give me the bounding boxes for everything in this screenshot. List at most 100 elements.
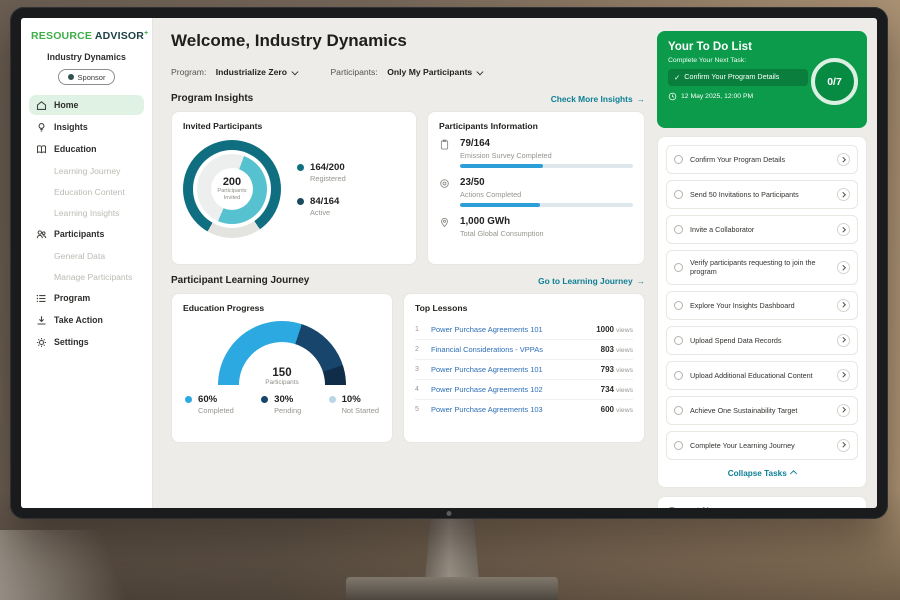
legend-label: Registered <box>310 173 346 183</box>
progress-bar-fill <box>460 203 540 207</box>
task-row-send-invitations[interactable]: Send 50 Invitations to Participants <box>666 180 858 209</box>
lesson-link[interactable]: Power Purchase Agreements 102 <box>431 385 543 394</box>
todo-subtitle: Complete Your Next Task: <box>668 57 747 64</box>
lesson-rank: 2 <box>415 346 419 353</box>
todo-title: Your To Do List <box>668 41 752 53</box>
sidebar-item-label: Manage Participants <box>54 271 133 282</box>
task-checkbox[interactable] <box>674 405 683 415</box>
chevron-up-icon <box>790 470 797 478</box>
task-open-button[interactable] <box>837 368 850 382</box>
recent-news-card: Recent News <box>657 495 867 508</box>
task-checkbox[interactable] <box>674 335 683 345</box>
task-row-confirm-program[interactable]: Confirm Your Program Details <box>666 145 858 174</box>
lesson-rank: 4 <box>415 386 419 393</box>
brand-secondary: ADVISOR <box>94 30 145 42</box>
participants-dropdown[interactable]: Only My Participants <box>387 67 484 77</box>
lesson-row: 4 Power Purchase Agreements 102 734 views <box>415 379 633 399</box>
sidebar-item-manage-participants[interactable]: Manage Participants <box>29 267 144 286</box>
sidebar-item-education-content[interactable]: Education Content <box>29 182 144 201</box>
program-filter: Program: Industrialize Zero <box>171 62 299 80</box>
lesson-row: 2 Financial Considerations - VPPAs 803 vi… <box>415 339 633 359</box>
background-corner-light <box>0 530 170 600</box>
sidebar-item-take-action[interactable]: Take Action <box>29 310 144 330</box>
task-open-button[interactable] <box>837 223 850 236</box>
sidebar-item-program[interactable]: Program <box>29 288 144 308</box>
chevron-right-icon <box>840 192 846 197</box>
clipboard-icon <box>439 138 451 168</box>
lightbulb-icon <box>36 122 47 133</box>
task-checkbox[interactable] <box>674 155 683 164</box>
task-row-verify-participants[interactable]: Verify participants requesting to join t… <box>666 250 858 285</box>
chevron-right-icon <box>840 157 846 162</box>
lesson-link[interactable]: Power Purchase Agreements 101 <box>431 325 543 334</box>
task-row-complete-learning-journey[interactable]: Complete Your Learning Journey <box>666 430 858 460</box>
task-checkbox[interactable] <box>674 225 683 234</box>
chevron-down-icon <box>291 68 299 75</box>
lesson-views: 793 views <box>600 365 633 374</box>
role-badge-wrap: Sponsor <box>29 67 144 85</box>
lesson-views: 734 views <box>600 385 633 394</box>
task-open-button[interactable] <box>837 153 850 166</box>
monitor-logo-dot <box>446 511 452 516</box>
stat-value: 23/50 <box>460 177 485 188</box>
task-open-button[interactable] <box>837 333 850 347</box>
task-checkbox[interactable] <box>674 300 683 310</box>
lesson-link[interactable]: Power Purchase Agreements 103 <box>431 405 543 414</box>
sponsor-icon <box>67 74 74 80</box>
chevron-right-icon <box>840 442 846 448</box>
invited-participants-card: Invited Participants 200 Participants In… <box>171 111 417 265</box>
sidebar-item-education[interactable]: Education <box>29 139 144 159</box>
sidebar-item-participants[interactable]: Participants <box>29 224 144 244</box>
arrow-right-icon: → <box>636 93 645 104</box>
task-open-button[interactable] <box>837 403 850 417</box>
education-progress-card: Education Progress 150 Participants <box>171 293 393 443</box>
sidebar-item-home[interactable]: Home <box>29 95 144 115</box>
check-more-insights-link[interactable]: Check More Insights → <box>551 94 645 104</box>
sidebar: RESOURCE ADVISOR+ Industry Dynamics Spon… <box>21 18 153 508</box>
recent-news-title: Recent News <box>669 506 855 508</box>
task-open-button[interactable] <box>837 298 850 312</box>
task-open-button[interactable] <box>837 260 850 274</box>
task-row-upload-educational-content[interactable]: Upload Additional Educational Content <box>666 360 858 390</box>
sponsor-badge[interactable]: Sponsor <box>57 69 116 85</box>
task-open-button[interactable] <box>837 188 850 201</box>
task-row-upload-spend-data[interactable]: Upload Spend Data Records <box>666 325 858 355</box>
monitor-stand <box>425 518 479 580</box>
section-title-program-insights: Program Insights <box>171 93 254 104</box>
education-progress-gauge-chart: 150 Participants <box>218 321 346 385</box>
card-title: Invited Participants <box>183 121 263 131</box>
go-to-learning-journey-link[interactable]: Go to Learning Journey → <box>538 276 645 286</box>
collapse-tasks-button[interactable]: Collapse Tasks <box>666 466 858 485</box>
download-action-icon <box>36 315 47 326</box>
sidebar-item-settings[interactable]: Settings <box>29 332 144 352</box>
task-row-invite-collaborator[interactable]: Invite a Collaborator <box>666 215 858 244</box>
card-title: Participants Information <box>439 121 538 131</box>
participants-filter: Participants: Only My Participants <box>330 62 484 80</box>
progress-bar <box>460 164 633 168</box>
sidebar-item-label: Learning Journey <box>54 165 121 176</box>
lesson-rank: 3 <box>415 366 419 373</box>
task-open-button[interactable] <box>837 438 850 452</box>
next-task-pill[interactable]: ✓ Confirm Your Program Details <box>668 69 808 86</box>
chevron-right-icon <box>840 264 846 270</box>
task-row-achieve-sustainability-target[interactable]: Achieve One Sustainability Target <box>666 395 858 425</box>
task-checkbox[interactable] <box>674 190 683 199</box>
task-checkbox[interactable] <box>674 440 683 450</box>
program-dropdown[interactable]: Industrialize Zero <box>216 67 299 77</box>
task-checkbox[interactable] <box>674 370 683 380</box>
stat-global-consumption: 1,000 GWh Total Global Consumption <box>439 216 633 242</box>
sidebar-item-general-data[interactable]: General Data <box>29 246 144 265</box>
link-label: Go to Learning Journey <box>538 275 633 286</box>
task-checkbox[interactable] <box>674 262 683 272</box>
stat-value: 79/164 <box>460 138 490 149</box>
donut-center-label: Participants Invited <box>217 188 247 201</box>
gauge-center-label: Participants <box>265 379 299 385</box>
lesson-link[interactable]: Financial Considerations - VPPAs <box>431 345 543 354</box>
sidebar-item-label: Home <box>54 100 79 110</box>
sidebar-item-insights[interactable]: Insights <box>29 117 144 137</box>
sidebar-item-learning-insights[interactable]: Learning Insights <box>29 203 144 222</box>
task-row-explore-insights[interactable]: Explore Your Insights Dashboard <box>666 290 858 320</box>
lesson-link[interactable]: Power Purchase Agreements 101 <box>431 365 543 374</box>
book-icon <box>36 144 47 155</box>
sidebar-item-learning-journey[interactable]: Learning Journey <box>29 161 144 180</box>
